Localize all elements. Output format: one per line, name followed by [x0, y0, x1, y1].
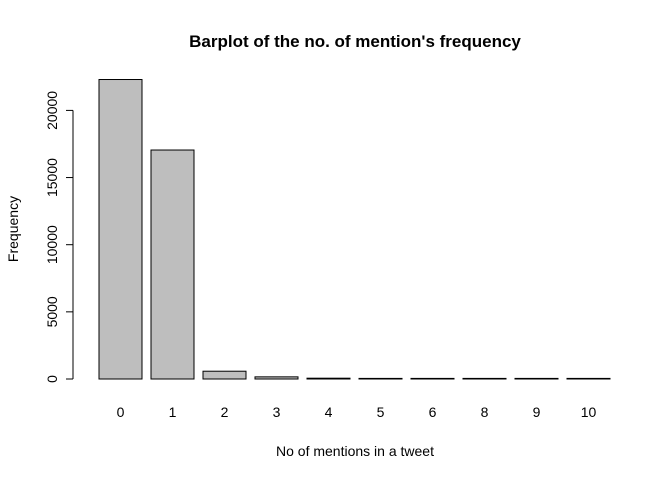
- bar-8: [462, 377, 507, 380]
- y-tick-label: 0: [44, 375, 60, 383]
- x-tick-label: 10: [581, 404, 597, 420]
- bars-group: [98, 79, 611, 380]
- bar-6: [410, 377, 455, 380]
- bar-10: [566, 377, 611, 380]
- x-tick-labels: 0 1 2 3 4 5 6 8 9 10: [117, 404, 597, 420]
- bar-5: [358, 377, 403, 380]
- y-axis-label: Frequency: [5, 196, 21, 262]
- x-tick-label: 3: [273, 404, 281, 420]
- x-tick-label: 5: [377, 404, 385, 420]
- y-tick-label: 10000: [44, 225, 60, 264]
- bar-1: [150, 149, 195, 380]
- x-tick-label: 2: [221, 404, 229, 420]
- x-tick-label: 6: [429, 404, 437, 420]
- x-tick-label: 8: [481, 404, 489, 420]
- x-axis-label: No of mentions in a tweet: [276, 443, 434, 459]
- bar-2: [202, 370, 247, 380]
- x-tick-label: 1: [169, 404, 177, 420]
- x-tick-label: 9: [533, 404, 541, 420]
- y-tick-label: 15000: [44, 158, 60, 197]
- y-axis: 0 5000 10000 15000 20000: [44, 91, 74, 383]
- x-tick-label: 4: [325, 404, 333, 420]
- x-tick-label: 0: [117, 404, 125, 420]
- bar-3: [254, 376, 299, 380]
- y-tick-label: 20000: [44, 91, 60, 130]
- bar-0: [98, 79, 143, 380]
- bar-9: [514, 377, 559, 380]
- chart-title: Barplot of the no. of mention's frequenc…: [189, 32, 521, 51]
- bar-4: [306, 377, 351, 380]
- y-tick-label: 5000: [44, 296, 60, 327]
